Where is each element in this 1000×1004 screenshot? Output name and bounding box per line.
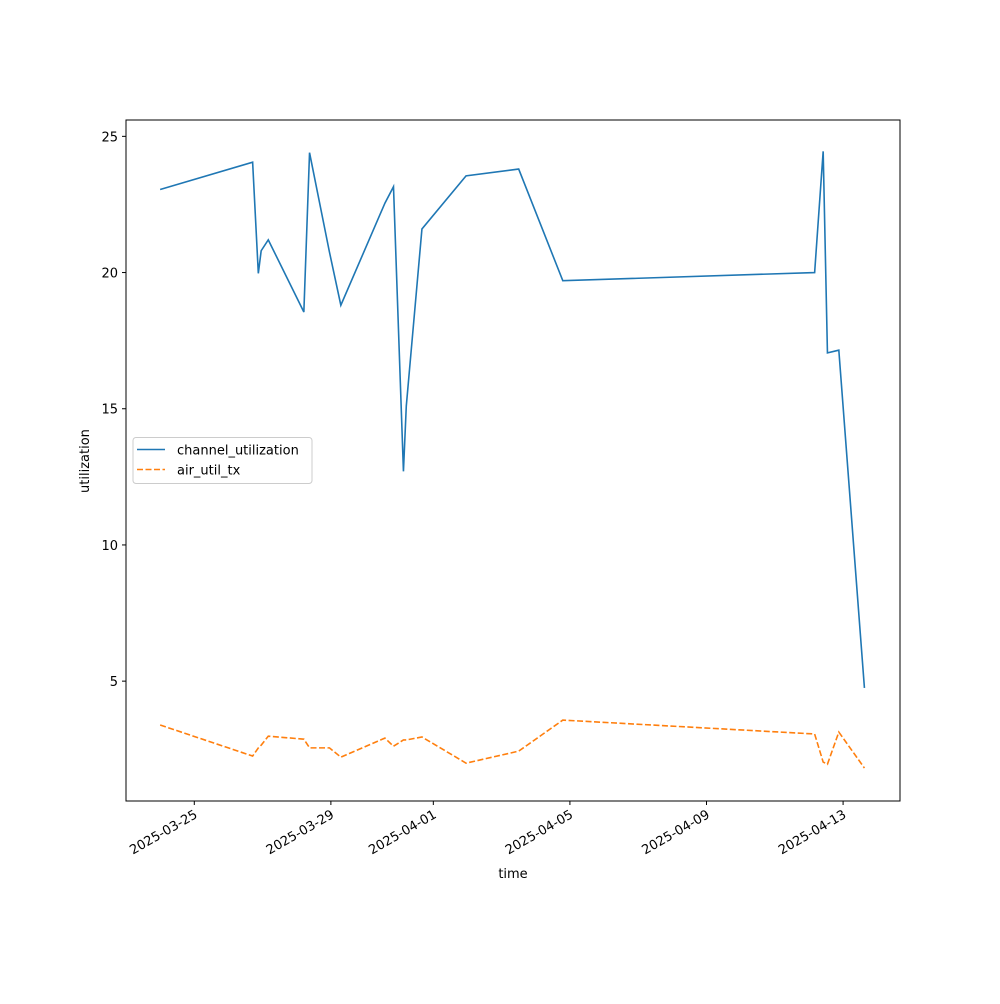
- legend-label: air_util_tx: [177, 464, 241, 479]
- data-line: [159, 719, 866, 769]
- y-tick-label: 15: [101, 403, 118, 418]
- y-tick-label: 10: [101, 539, 118, 554]
- x-axis-label: time: [498, 867, 527, 882]
- legend-label: channel_utilization: [177, 444, 299, 459]
- data-line: [159, 151, 866, 689]
- y-tick-label: 20: [101, 267, 118, 282]
- y-tick-label: 25: [101, 130, 118, 145]
- plot-frame: [125, 119, 901, 802]
- legend-box: [132, 437, 313, 484]
- y-axis-label: utilization: [78, 429, 93, 493]
- y-tick-label: 5: [110, 675, 118, 690]
- legend: channel_utilization air_util_tx: [132, 437, 313, 484]
